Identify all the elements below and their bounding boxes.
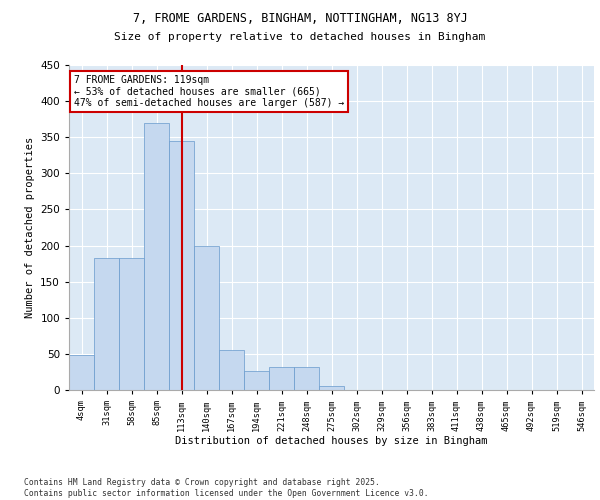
Bar (319, 386, 344, 390)
Text: Contains HM Land Registry data © Crown copyright and database right 2025.
Contai: Contains HM Land Registry data © Crown c… (24, 478, 428, 498)
Y-axis label: Number of detached properties: Number of detached properties (25, 137, 35, 318)
Bar (269, 367, 294, 390)
Bar (144, 123, 169, 390)
Bar (244, 370, 269, 390)
Text: Size of property relative to detached houses in Bingham: Size of property relative to detached ho… (115, 32, 485, 42)
Bar (119, 258, 144, 390)
Bar (169, 141, 194, 390)
Bar (94, 258, 119, 390)
X-axis label: Distribution of detached houses by size in Bingham: Distribution of detached houses by size … (175, 436, 488, 446)
Bar (69, 356, 94, 390)
Bar (294, 367, 319, 390)
Bar (194, 246, 219, 390)
Bar (219, 350, 244, 390)
Text: 7, FROME GARDENS, BINGHAM, NOTTINGHAM, NG13 8YJ: 7, FROME GARDENS, BINGHAM, NOTTINGHAM, N… (133, 12, 467, 26)
Text: 7 FROME GARDENS: 119sqm
← 53% of detached houses are smaller (665)
47% of semi-d: 7 FROME GARDENS: 119sqm ← 53% of detache… (74, 74, 344, 108)
